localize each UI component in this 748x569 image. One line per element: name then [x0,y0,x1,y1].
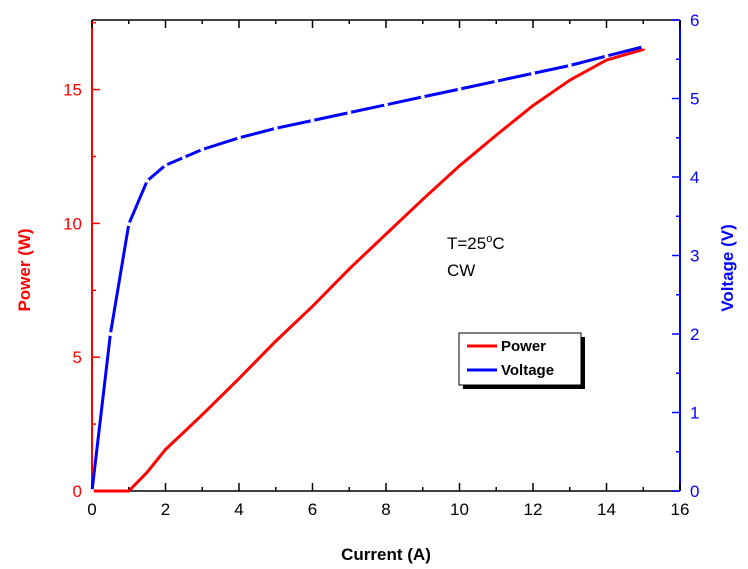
x-axis-title: Current (A) [341,545,431,564]
x-tick-label: 12 [524,500,543,519]
y-left-tick-label: 10 [63,214,82,233]
y-left-tick-label: 0 [73,482,82,501]
x-tick-label: 16 [671,500,690,519]
y-right-tick-label: 1 [690,404,699,423]
x-tick-label: 2 [161,500,170,519]
legend-voltage-label: Voltage [501,362,554,379]
temperature-annotation: T=25oC [447,233,505,253]
x-tick-label: 6 [308,500,317,519]
voltage-point [604,54,609,59]
voltage-point [310,118,315,123]
plot-frame [91,19,681,492]
voltage-point [237,135,241,140]
y-right-tick-label: 6 [690,11,699,30]
temperature-value: T=25 [447,234,486,253]
voltage-point [384,102,388,107]
voltage-point [108,332,113,336]
voltage-point [200,147,205,152]
y-left-tick-label: 15 [63,81,82,100]
voltage-point [641,44,646,49]
series-line-voltage [90,45,645,493]
temperature-unit: C [492,234,504,253]
voltage-point [163,163,168,168]
voltage-point [457,87,462,92]
x-tick-label: 0 [87,500,96,519]
x-tick-label: 10 [450,500,469,519]
y-left-tick-label: 5 [73,348,82,367]
y-right-tick-label: 5 [690,90,699,109]
legend-box [458,332,582,386]
y-right-tick-label: 4 [690,168,699,187]
voltage-point [531,71,535,76]
degree-superscript: o [486,233,492,245]
legend-power-label: Power [501,338,546,355]
right-axis-title: Voltage (V) [718,224,737,312]
y-right-tick-label: 2 [690,325,699,344]
series-layer [90,44,646,493]
voltage-point [145,178,150,183]
x-tick-label: 8 [381,500,390,519]
x-tick-label: 4 [234,500,243,519]
series-line-power [90,47,645,493]
voltage-point [347,110,352,115]
voltage-point [126,222,131,227]
y-right-tick-label: 3 [690,247,699,266]
voltage-point [90,489,94,493]
voltage-point [494,79,499,84]
legend: Power Voltage [458,332,585,389]
voltage-point [273,126,278,131]
left-axis-title: Power (W) [15,228,34,311]
mode-annotation: CW [447,261,475,280]
voltage-point [420,94,425,99]
y-right-tick-label: 0 [690,482,699,501]
x-tick-label: 14 [597,500,616,519]
voltage-point [181,155,186,160]
voltage-point [567,63,572,68]
